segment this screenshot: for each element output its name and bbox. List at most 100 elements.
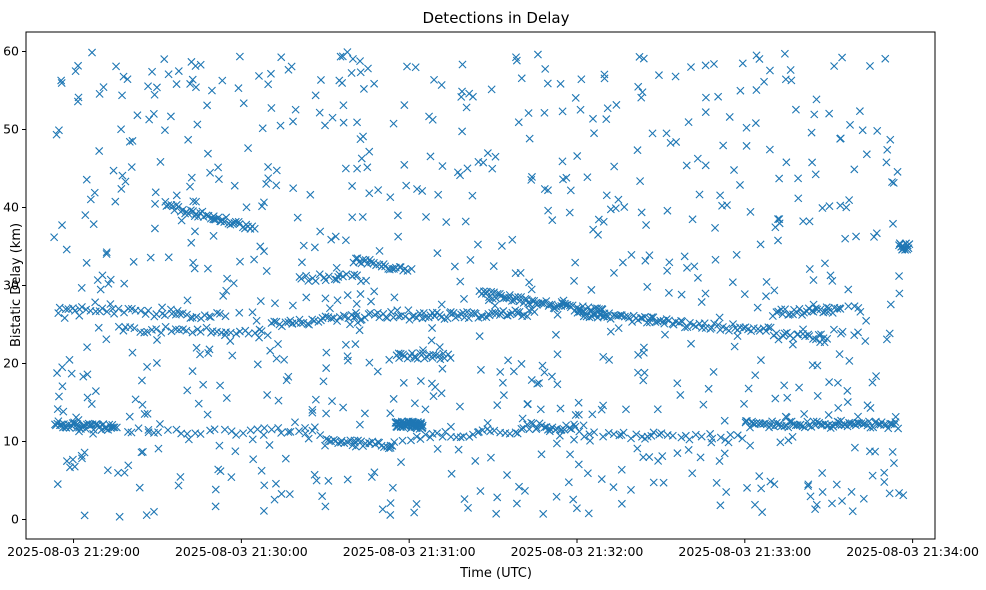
detection-point bbox=[348, 181, 357, 190]
detection-point bbox=[205, 312, 214, 321]
detection-point bbox=[164, 70, 173, 79]
detection-point bbox=[293, 213, 302, 222]
detection-point bbox=[421, 430, 430, 439]
detection-point bbox=[724, 438, 733, 447]
x-tick-label: 2025-08-03 21:30:00 bbox=[175, 544, 308, 559]
detection-point bbox=[321, 441, 330, 450]
detection-point bbox=[709, 367, 718, 376]
detection-point bbox=[438, 162, 447, 171]
detection-point bbox=[590, 129, 599, 138]
detection-point bbox=[152, 358, 161, 367]
detection-point bbox=[263, 390, 272, 399]
detection-point bbox=[654, 71, 663, 80]
detection-point bbox=[277, 428, 286, 437]
detection-point bbox=[311, 276, 320, 285]
detection-point bbox=[483, 149, 492, 158]
detection-point bbox=[809, 276, 818, 285]
detection-point bbox=[486, 453, 495, 462]
detection-point bbox=[764, 323, 773, 332]
detection-point bbox=[835, 350, 844, 359]
detection-point bbox=[895, 272, 904, 281]
detection-point bbox=[125, 137, 134, 146]
detection-point bbox=[812, 417, 821, 426]
detection-point bbox=[351, 340, 360, 349]
detection-point bbox=[804, 480, 813, 489]
detection-point bbox=[236, 257, 244, 266]
detection-point bbox=[530, 308, 539, 316]
detection-point bbox=[82, 175, 91, 184]
detection-point bbox=[829, 325, 838, 334]
detection-point bbox=[191, 62, 200, 70]
detection-point bbox=[653, 405, 662, 414]
detection-point bbox=[442, 218, 451, 227]
detection-point bbox=[374, 186, 383, 195]
detection-point bbox=[393, 306, 402, 315]
detection-point bbox=[322, 348, 331, 357]
detection-point bbox=[257, 466, 266, 475]
detection-point bbox=[625, 313, 633, 322]
detection-point bbox=[316, 431, 325, 440]
detection-point bbox=[88, 48, 97, 57]
detection-point bbox=[190, 264, 199, 273]
detection-point bbox=[389, 313, 398, 322]
detection-point bbox=[146, 253, 155, 262]
detection-point bbox=[99, 83, 108, 92]
detection-point bbox=[639, 54, 648, 63]
detection-point bbox=[62, 457, 71, 466]
detection-point bbox=[505, 291, 514, 300]
detection-point bbox=[244, 144, 253, 153]
detection-point bbox=[515, 297, 524, 306]
detection-point bbox=[515, 482, 523, 491]
detection-point bbox=[612, 100, 621, 109]
detection-point bbox=[411, 63, 420, 72]
detection-point bbox=[416, 377, 425, 386]
detection-point bbox=[788, 340, 797, 349]
detection-point bbox=[545, 300, 554, 309]
detection-point bbox=[532, 423, 541, 432]
detection-point bbox=[882, 158, 891, 167]
detection-point bbox=[319, 377, 328, 386]
detection-point bbox=[774, 335, 783, 344]
detection-point bbox=[517, 74, 526, 83]
detection-point bbox=[152, 325, 161, 334]
detection-point bbox=[106, 300, 115, 309]
detection-point bbox=[850, 443, 859, 452]
detection-point bbox=[58, 382, 67, 391]
detection-point bbox=[65, 355, 74, 364]
detection-point bbox=[866, 62, 874, 71]
detection-point bbox=[740, 399, 749, 408]
detection-point bbox=[602, 115, 611, 124]
detection-point bbox=[215, 309, 224, 318]
detection-point bbox=[350, 312, 359, 321]
y-tick-label: 30 bbox=[3, 278, 19, 293]
detection-point bbox=[187, 173, 196, 182]
detection-point bbox=[782, 158, 791, 167]
detection-point bbox=[496, 367, 505, 376]
detection-point bbox=[808, 361, 817, 370]
detection-point bbox=[833, 378, 842, 387]
detection-point bbox=[379, 443, 388, 452]
detection-point bbox=[828, 276, 837, 285]
detection-point bbox=[214, 175, 223, 184]
detection-point bbox=[736, 180, 744, 189]
detection-point bbox=[264, 174, 273, 183]
detection-point bbox=[127, 428, 136, 437]
detection-point bbox=[216, 381, 225, 390]
detection-point bbox=[661, 330, 669, 339]
detection-point bbox=[720, 449, 729, 458]
detection-point bbox=[72, 413, 81, 422]
detection-point bbox=[799, 217, 808, 226]
detection-point bbox=[322, 434, 331, 443]
detection-point bbox=[511, 428, 520, 437]
detection-point bbox=[390, 293, 399, 302]
detection-point bbox=[461, 217, 470, 226]
detection-point bbox=[281, 318, 290, 327]
detection-point bbox=[77, 283, 86, 292]
detection-point bbox=[826, 424, 835, 432]
detection-point bbox=[120, 279, 129, 288]
detection-point bbox=[90, 188, 99, 197]
detection-point bbox=[106, 275, 115, 284]
detection-point bbox=[889, 459, 898, 468]
detection-point bbox=[483, 419, 492, 427]
detection-point bbox=[121, 177, 130, 186]
